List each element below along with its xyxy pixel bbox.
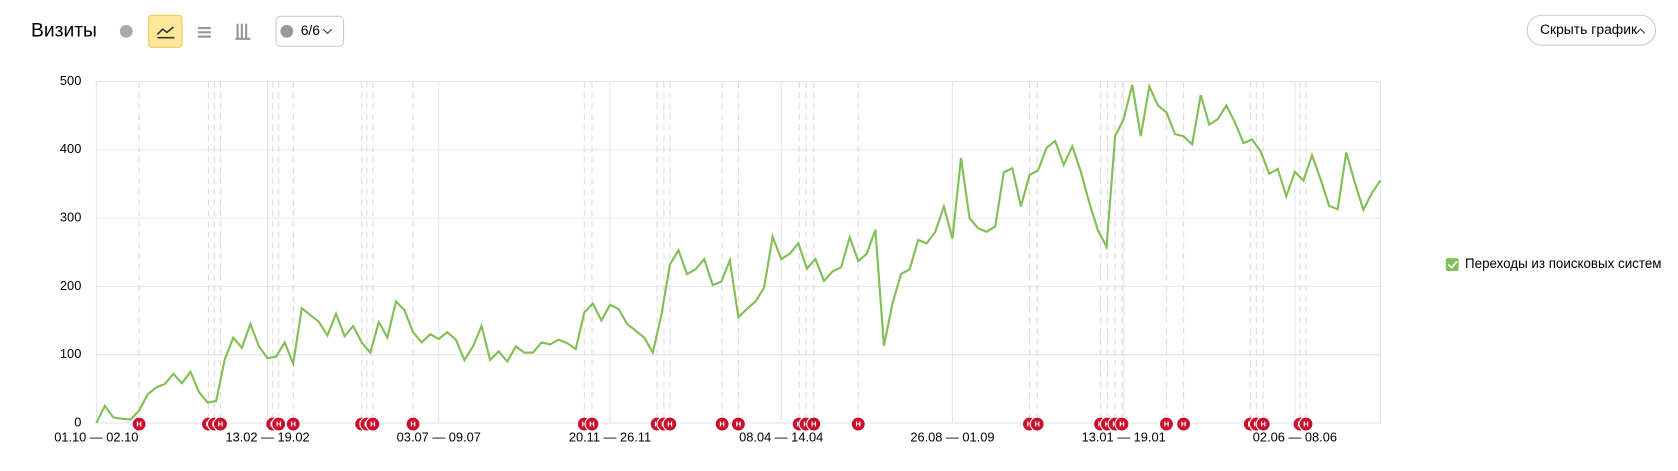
annotation-marker[interactable]: Н: [131, 416, 147, 432]
legend-check: [1447, 260, 1458, 270]
annotation-label: Н: [856, 420, 861, 429]
y-tick-label: 400: [60, 141, 81, 156]
annotation-label: Н: [291, 420, 296, 429]
series-line: [95, 82, 1382, 424]
annotation-circle: [1029, 416, 1045, 432]
annotation-circle: [1298, 416, 1314, 432]
annotation-marker[interactable]: Н: [1255, 416, 1271, 432]
annotation-label: Н: [667, 420, 672, 429]
annotation-label: Н: [370, 420, 375, 429]
annotation-circle: [212, 416, 228, 432]
x-tick-label: 02.06 — 08.06: [1253, 429, 1337, 444]
line-mode-icon: [156, 26, 175, 39]
annotation-label: Н: [1119, 420, 1124, 429]
x-tick-label: 20.11 — 26.11: [569, 429, 651, 444]
legend-label: Переходы из поисковых систем: [1465, 256, 1661, 271]
annotation-circle: [1176, 416, 1192, 432]
annotation-label: Н: [1027, 420, 1032, 429]
annotation-label: Н: [1034, 420, 1039, 429]
annotation-marker[interactable]: Н: [662, 416, 678, 432]
annotation-marker[interactable]: Н: [1158, 416, 1174, 432]
annotation-marker[interactable]: Н: [212, 416, 228, 432]
x-tick-label: 01.10 — 02.10: [54, 429, 138, 444]
annotation-label: Н: [1105, 420, 1110, 429]
annotation-circle: [850, 416, 866, 432]
annotation-circle: [714, 416, 730, 432]
annotation-marker[interactable]: Н: [730, 416, 746, 432]
annotation-circle: [1255, 416, 1271, 432]
annotation-marker[interactable]: Н: [714, 416, 730, 432]
x-tick-label: 26.08 — 01.09: [910, 429, 994, 444]
annotation-label: Н: [218, 420, 223, 429]
annotation-circle: [1114, 416, 1130, 432]
annotation-marker[interactable]: Н: [806, 416, 822, 432]
annotation-marker[interactable]: Н: [285, 416, 301, 432]
annotation-marker[interactable]: Н: [1029, 416, 1045, 432]
hide-chart-button[interactable]: [1526, 14, 1657, 46]
annotation-marker[interactable]: Н: [405, 416, 421, 432]
annotation-label: Н: [1164, 420, 1169, 429]
annotation-marker[interactable]: Н: [1176, 416, 1192, 432]
pie-mode-icon[interactable]: [119, 24, 133, 38]
annotation-circle: [1158, 416, 1174, 432]
annotation-marker[interactable]: Н: [584, 416, 600, 432]
annotation-circle: [131, 416, 147, 432]
annotation-label: Н: [1181, 420, 1186, 429]
comments-button[interactable]: [275, 15, 345, 47]
x-tick-label: 03.07 — 09.07: [397, 429, 481, 444]
annotation-marker[interactable]: Н: [850, 416, 866, 432]
annotation-label: Н: [719, 420, 724, 429]
x-tick-label: 08.04 — 14.04: [739, 429, 823, 444]
y-tick-label: 300: [60, 210, 81, 225]
y-tick-label: 500: [60, 73, 81, 88]
toolbar: 6/6 Скрыть график: [119, 14, 1657, 48]
comment-icon: [280, 24, 294, 38]
annotation-circle: [271, 416, 287, 432]
annotation-circle: [584, 416, 600, 432]
y-tick-label: 100: [60, 346, 81, 361]
area-mode-icon[interactable]: [197, 26, 211, 38]
x-tick-label: 13.01 — 19.01: [1082, 429, 1166, 444]
annotation-label: Н: [589, 420, 594, 429]
bar-mode-icon[interactable]: [235, 23, 251, 40]
annotation-label: Н: [136, 420, 141, 429]
chevron: [1635, 28, 1646, 34]
annotation-circle: [365, 416, 381, 432]
chart-title: Визиты: [31, 20, 97, 41]
annotation-marker[interactable]: Н: [1298, 416, 1314, 432]
annotation-label: Н: [582, 420, 587, 429]
annotation-marker[interactable]: Н: [365, 416, 381, 432]
annotation-label: Н: [1303, 420, 1308, 429]
annotation-circle: [730, 416, 746, 432]
annotation-marker[interactable]: Н: [1114, 416, 1130, 432]
legend-checkbox[interactable]: [1445, 258, 1459, 271]
annotation-circle: [806, 416, 822, 432]
annotation-label: Н: [811, 420, 816, 429]
annotation-label: Н: [410, 420, 415, 429]
comments-count: 6/6: [301, 22, 321, 38]
annotation-circle: [405, 416, 421, 432]
hide-chart-label: Скрыть график: [1540, 21, 1638, 37]
annotation-circle: [662, 416, 678, 432]
y-tick-label: 0: [74, 414, 81, 429]
y-tick-label: 200: [60, 278, 81, 293]
x-tick-label: 13.02 — 19.02: [225, 429, 309, 444]
annotation-label: Н: [1261, 420, 1266, 429]
annotation-circle: [285, 416, 301, 432]
chevron: [322, 28, 333, 35]
annotation-label: Н: [276, 420, 281, 429]
annotation-marker[interactable]: Н: [271, 416, 287, 432]
annotation-label: Н: [803, 420, 808, 429]
annotation-label: Н: [736, 420, 741, 429]
